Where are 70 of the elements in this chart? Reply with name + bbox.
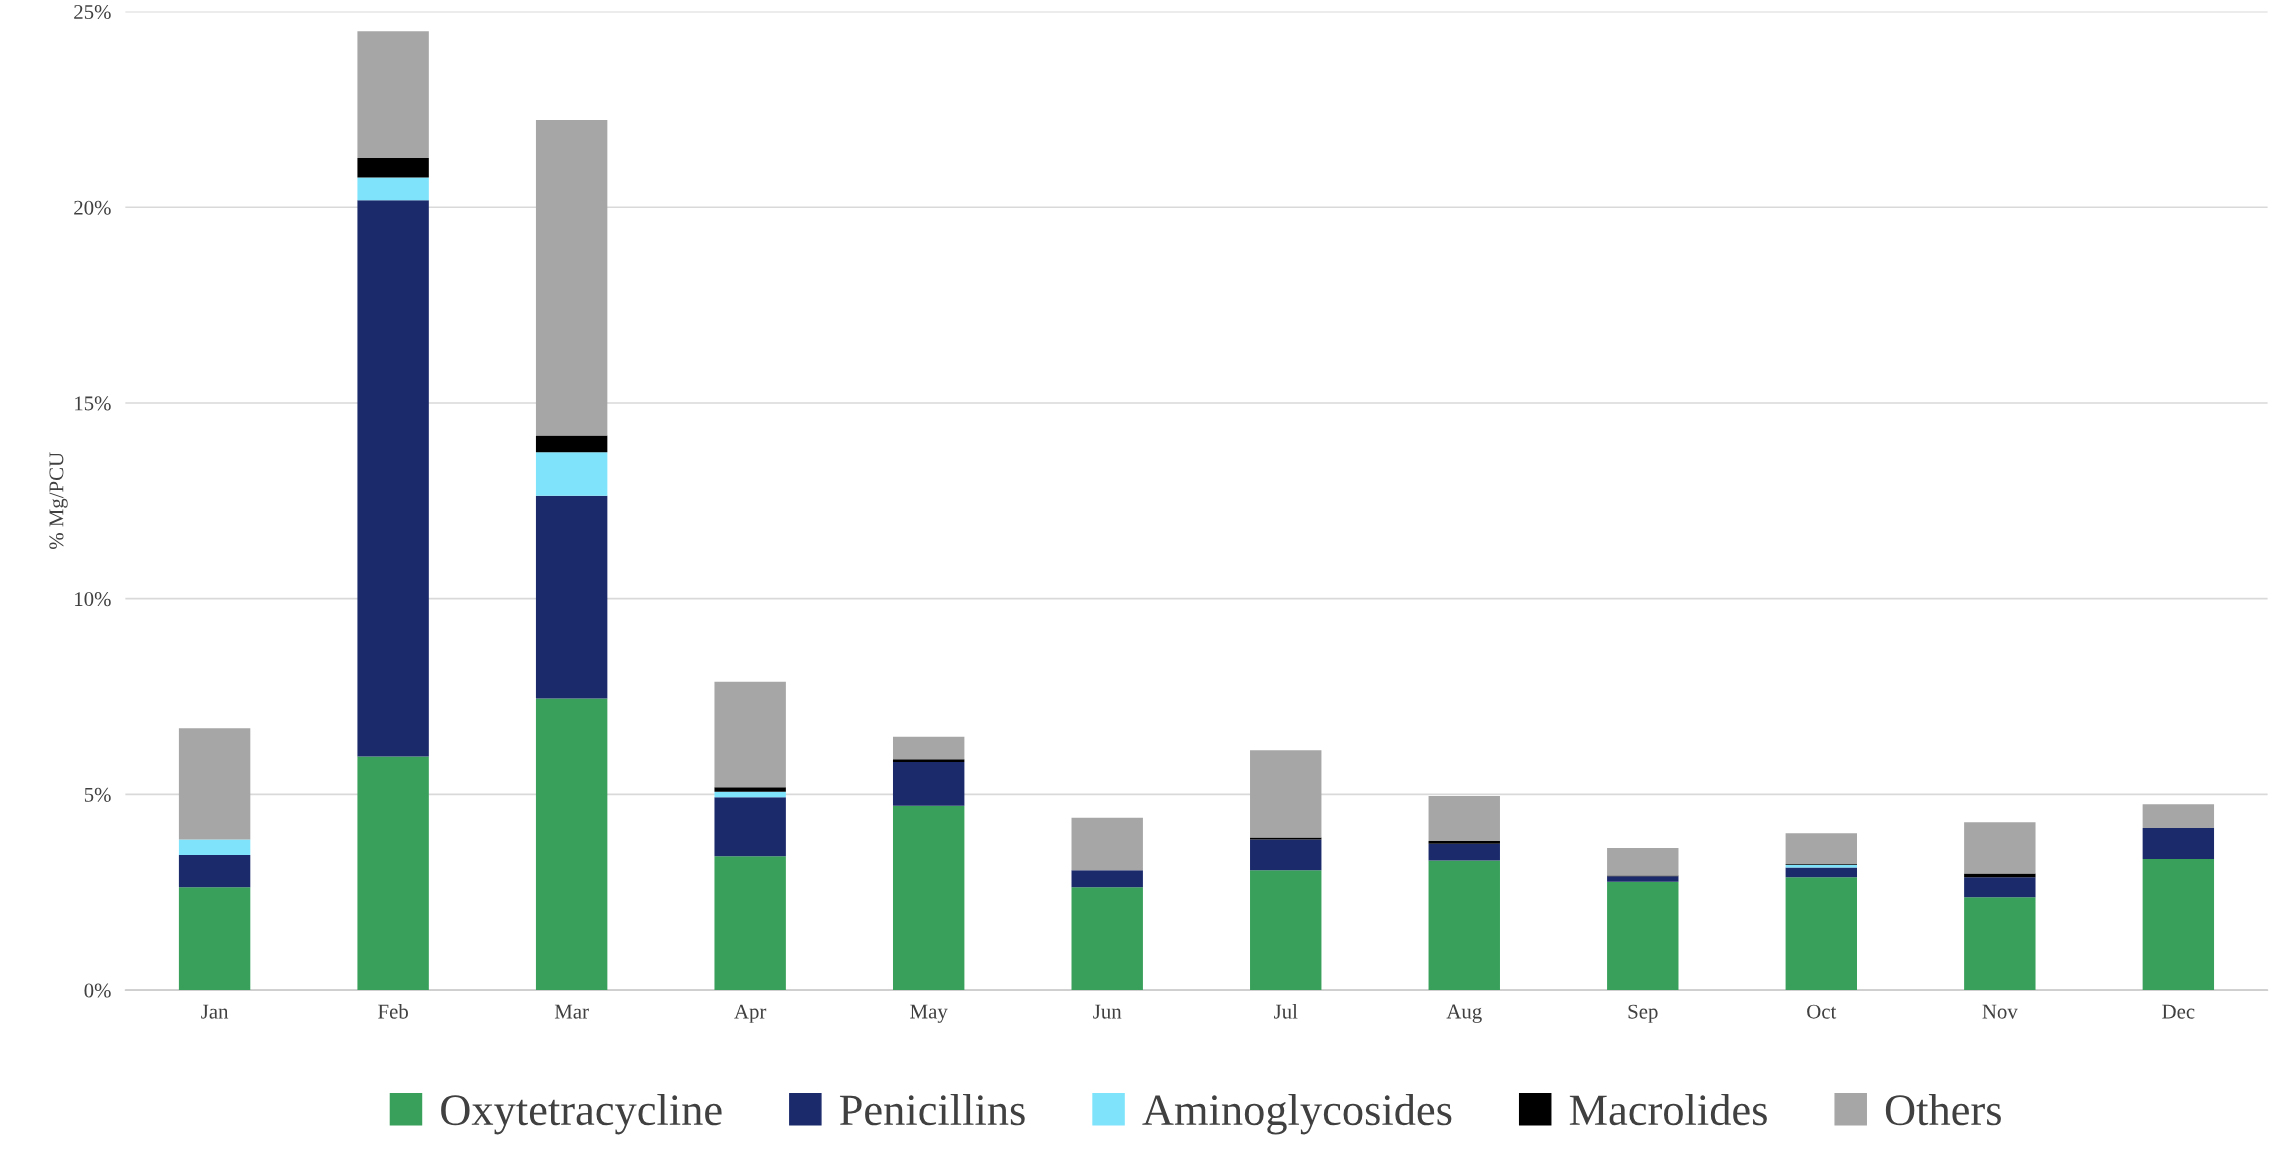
legend-label: Penicillins xyxy=(839,1093,1025,1126)
x-tick-label: Mar xyxy=(554,1004,589,1019)
bar xyxy=(892,805,965,991)
x-tick-label: Aug xyxy=(1446,1004,1482,1023)
x-tick-label: Apr xyxy=(734,1004,767,1023)
x-tick-label: Jul xyxy=(1274,1003,1298,1019)
bar xyxy=(357,200,429,757)
bar xyxy=(714,681,786,788)
bar xyxy=(1071,817,1143,871)
x-tick-label: Sep xyxy=(1628,1004,1658,1023)
x-tick-label: Oct xyxy=(1807,1004,1837,1019)
y-tick-label: 10% xyxy=(75,592,111,607)
legend-label: Others xyxy=(1885,1093,2001,1126)
y-tick-label: 20% xyxy=(74,200,111,215)
bar xyxy=(1964,877,2036,898)
bar xyxy=(357,756,429,991)
bar xyxy=(2142,858,2215,991)
bar xyxy=(892,761,965,806)
bar xyxy=(2142,828,2215,859)
x-tick-label: May xyxy=(910,1004,948,1023)
bar xyxy=(178,887,251,991)
bar xyxy=(892,736,965,760)
bar xyxy=(1607,848,1679,876)
bar xyxy=(1785,833,1858,865)
bar xyxy=(714,791,786,798)
bar xyxy=(1785,877,1858,991)
bar xyxy=(178,855,251,888)
bar xyxy=(1428,795,1500,841)
bar xyxy=(1071,887,1143,991)
bar xyxy=(178,728,251,840)
bar xyxy=(357,31,429,158)
y-tick-label: 5% xyxy=(84,787,111,802)
bar xyxy=(714,787,786,792)
bar xyxy=(1964,873,2036,878)
bar xyxy=(357,157,429,178)
legend-label: Macrolides xyxy=(1569,1093,1767,1126)
x-tick-label: Jan xyxy=(201,1004,229,1019)
bar xyxy=(1607,876,1679,882)
bar xyxy=(357,177,429,201)
y-tick-label: 15% xyxy=(75,396,111,411)
bar xyxy=(1785,867,1858,878)
bar xyxy=(1964,897,2036,991)
bar xyxy=(1250,870,1322,991)
bar xyxy=(1428,860,1500,991)
x-tick-label: Jun xyxy=(1093,1004,1122,1019)
bar xyxy=(535,495,608,699)
x-tick-label: Dec xyxy=(2162,1004,2195,1019)
bar xyxy=(1607,881,1679,991)
bar xyxy=(1250,839,1322,871)
bar xyxy=(714,797,786,857)
legend-label: Aminoglycosides xyxy=(1142,1093,1452,1135)
bar xyxy=(892,759,965,762)
y-tick-label: 25% xyxy=(74,4,111,20)
bar xyxy=(1071,870,1143,888)
bar xyxy=(714,856,786,991)
bar xyxy=(1428,840,1500,844)
bar xyxy=(535,452,608,496)
y-tick-label: 0% xyxy=(84,983,111,998)
y-axis-title: % Mg/PCU xyxy=(49,452,68,550)
legend-label: Oxytetracycline xyxy=(441,1093,722,1135)
x-tick-label: Nov xyxy=(1982,1004,2018,1019)
bar xyxy=(1964,822,2036,874)
bar xyxy=(2142,804,2215,829)
bar xyxy=(178,839,251,856)
bar xyxy=(535,120,608,436)
bar xyxy=(535,698,608,991)
bar xyxy=(1250,750,1322,838)
x-tick-label: Feb xyxy=(378,1003,408,1019)
bar xyxy=(1428,843,1500,861)
bar xyxy=(535,435,608,453)
